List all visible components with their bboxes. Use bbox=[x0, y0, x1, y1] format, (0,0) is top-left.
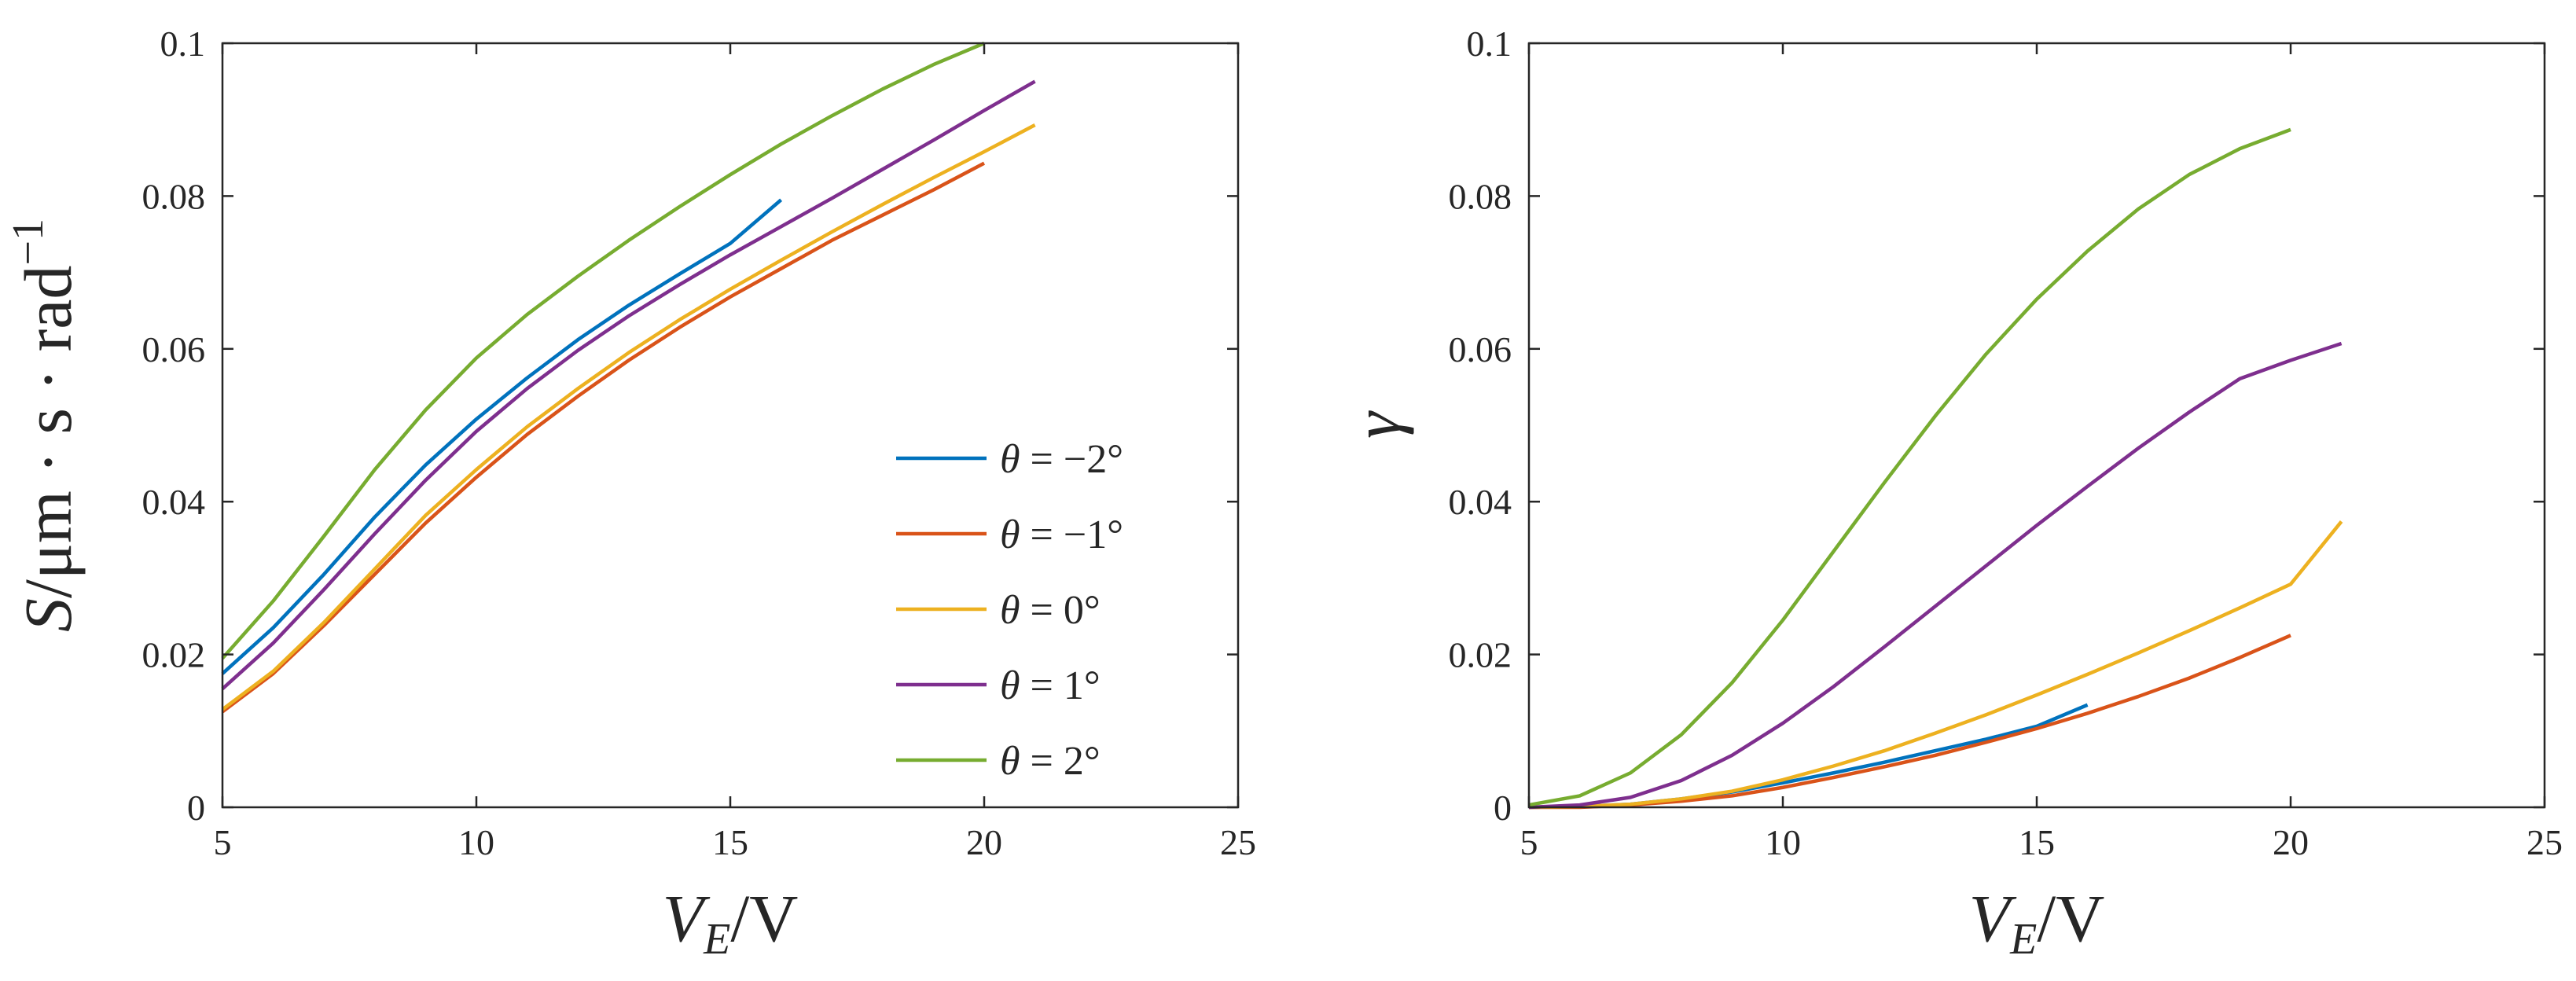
x-axis-label-subscript: E bbox=[703, 915, 730, 964]
y-tick-label: 0.08 bbox=[1449, 176, 1512, 216]
x-tick-label: 10 bbox=[1765, 822, 1801, 862]
series-line-4 bbox=[1528, 341, 2343, 810]
y-tick-label: 0.1 bbox=[160, 24, 206, 64]
y-tick-label: 0 bbox=[1494, 788, 1512, 828]
x-tick-label: 5 bbox=[214, 822, 232, 862]
x-tick-label: 20 bbox=[2273, 822, 2309, 862]
x-tick-label: 20 bbox=[966, 822, 1002, 862]
y-tick-label: 0.04 bbox=[142, 482, 206, 522]
series-line-2 bbox=[221, 161, 986, 714]
legend-theta-symbol: θ bbox=[1000, 588, 1020, 633]
series-line-5 bbox=[1528, 127, 2291, 807]
x-tick-label: 15 bbox=[712, 822, 748, 862]
y-axis-label-symbol: S bbox=[10, 598, 86, 632]
y-axis-label: γ bbox=[1339, 410, 1414, 439]
x-tick-label: 5 bbox=[1520, 822, 1538, 862]
legend-value: = 1° bbox=[1020, 663, 1101, 708]
legend-theta-symbol: θ bbox=[1000, 437, 1020, 482]
y-tick-label: 0.06 bbox=[1449, 329, 1512, 369]
legend-label-4: θ = 1° bbox=[1000, 663, 1101, 708]
legend-value: = 0° bbox=[1020, 588, 1101, 633]
y-tick-label: 0.1 bbox=[1467, 24, 1512, 64]
right-chart-panel: 5 10 15 20 25 0 0.02 0.04 0.06 0.08 0.1 VE/V γ bbox=[1339, 24, 2563, 964]
left-chart-panel: 5 10 15 20 25 0 0.02 0.04 0.06 0.08 0.1 VE/V S/μm · … bbox=[4, 24, 1256, 964]
x-axis-label: VE/V bbox=[1969, 880, 2105, 964]
legend-theta-symbol: θ bbox=[1000, 663, 1020, 708]
legend-value: = −2° bbox=[1020, 437, 1123, 482]
series-line-3 bbox=[1528, 520, 2343, 810]
y-axis-label-superscript: −1 bbox=[4, 219, 53, 266]
legend-value: = −1° bbox=[1020, 513, 1123, 557]
x-tick-label: 25 bbox=[1220, 822, 1256, 862]
x-axis-label-unit: /V bbox=[2037, 880, 2104, 956]
series-line-3 bbox=[221, 123, 1036, 711]
y-tick-label: 0.04 bbox=[1449, 482, 1512, 522]
x-tick-label: 15 bbox=[2019, 822, 2055, 862]
series-line-4 bbox=[221, 79, 1036, 691]
y-tick-label: 0 bbox=[187, 788, 205, 828]
y-tick-label: 0.02 bbox=[142, 635, 206, 675]
x-axis-label-main: V bbox=[1969, 880, 2017, 956]
x-tick-label: 10 bbox=[458, 822, 494, 862]
y-tick-label: 0.06 bbox=[142, 329, 206, 369]
legend-value: = 2° bbox=[1020, 739, 1101, 784]
x-axis-label-main: V bbox=[663, 880, 711, 956]
series-line-5 bbox=[221, 41, 985, 660]
x-axis-label-unit: /V bbox=[730, 880, 798, 956]
legend-label-2: θ = −1° bbox=[1000, 513, 1123, 557]
legend-theta-symbol: θ bbox=[1000, 513, 1020, 557]
y-tick-label: 0.08 bbox=[142, 176, 206, 216]
series-line-1 bbox=[221, 198, 783, 675]
legend-label-1: θ = −2° bbox=[1000, 437, 1123, 482]
y-axis-label-units: /μm · s · rad bbox=[10, 266, 86, 598]
y-tick-label: 0.02 bbox=[1449, 635, 1512, 675]
x-axis-label: VE/V bbox=[663, 880, 799, 964]
y-axis-label: S/μm · s · rad−1 bbox=[4, 219, 86, 632]
legend-theta-symbol: θ bbox=[1000, 739, 1020, 784]
x-tick-label: 25 bbox=[2526, 822, 2563, 862]
legend-label-3: θ = 0° bbox=[1000, 588, 1101, 633]
x-axis-label-subscript: E bbox=[2009, 915, 2037, 964]
legend-label-5: θ = 2° bbox=[1000, 739, 1101, 784]
